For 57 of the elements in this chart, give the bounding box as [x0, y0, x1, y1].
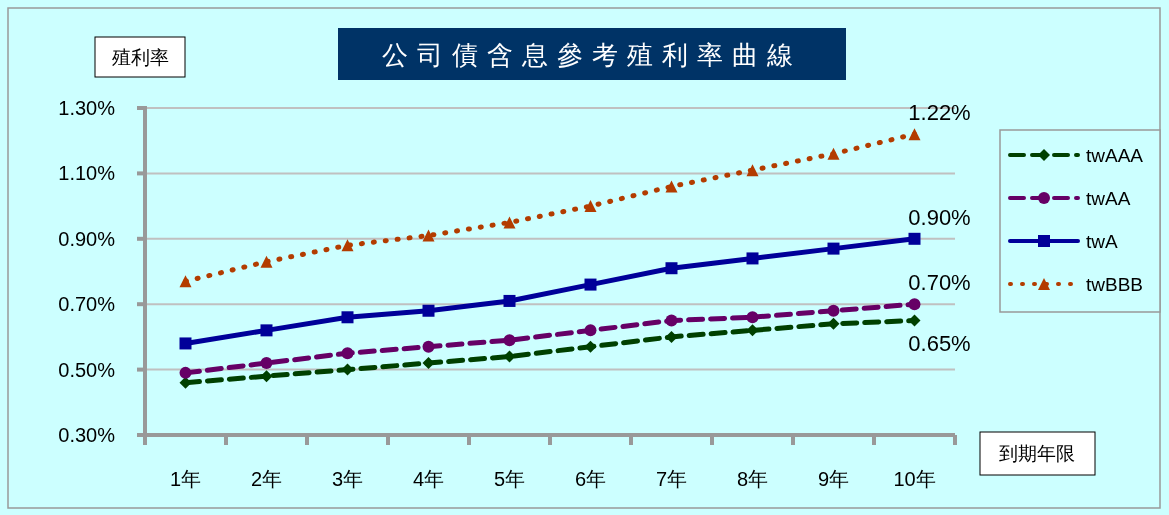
y-tick-label: 0.30%	[58, 424, 116, 446]
data-label: 0.70%	[908, 270, 971, 296]
point	[179, 366, 192, 379]
x-axis-title: 到期年限	[999, 443, 1075, 464]
point	[422, 229, 435, 242]
point	[179, 337, 192, 350]
point	[503, 334, 516, 347]
point	[827, 242, 840, 255]
y-tick-label: 0.70%	[58, 293, 116, 316]
point	[908, 232, 921, 245]
point	[503, 294, 516, 307]
point	[341, 239, 354, 252]
point	[584, 200, 597, 213]
y-tick-label: 0.90%	[58, 227, 116, 250]
x-tick-label: 5年	[493, 468, 526, 490]
point	[908, 128, 921, 141]
point	[422, 304, 435, 317]
x-tick-label: 4年	[412, 468, 445, 490]
data-label: 0.90%	[908, 204, 971, 230]
y-tick-label: 1.30%	[58, 97, 116, 119]
point	[746, 252, 759, 265]
x-tick-label: 2年	[250, 468, 283, 490]
x-tick-label: 8年	[736, 468, 769, 490]
point	[584, 324, 597, 337]
point	[827, 304, 840, 317]
y-tick-label: 1.10%	[58, 162, 116, 185]
point	[422, 340, 435, 353]
y-axis-title: 殖利率	[111, 47, 169, 68]
legend-label: twA	[1086, 231, 1118, 252]
point	[665, 262, 678, 275]
legend-label: twAAA	[1086, 145, 1144, 166]
x-tick-label: 7年	[655, 468, 688, 490]
point	[503, 216, 516, 229]
point	[341, 311, 354, 324]
point	[341, 347, 354, 360]
legend-label: twAA	[1086, 188, 1131, 209]
point	[260, 255, 273, 268]
point	[665, 180, 678, 193]
x-tick-label: 9年	[817, 468, 850, 490]
point	[260, 357, 273, 370]
data-label: 0.65%	[908, 330, 971, 356]
x-tick-label: 1年	[169, 468, 202, 490]
point	[827, 147, 840, 160]
point	[584, 278, 597, 291]
x-tick-label: 10年	[893, 468, 936, 490]
point	[665, 314, 678, 327]
chart-title: 公司債含息參考殖利率曲線	[382, 40, 802, 70]
point	[908, 298, 921, 311]
y-tick-label: 0.50%	[58, 358, 116, 381]
x-tick-label: 6年	[574, 468, 607, 490]
point	[746, 164, 759, 177]
x-tick-label: 3年	[331, 468, 364, 490]
legend-label: twBBB	[1086, 274, 1144, 295]
point	[746, 311, 759, 324]
point	[179, 275, 192, 288]
point	[260, 324, 273, 337]
data-label: 1.22%	[908, 100, 971, 126]
